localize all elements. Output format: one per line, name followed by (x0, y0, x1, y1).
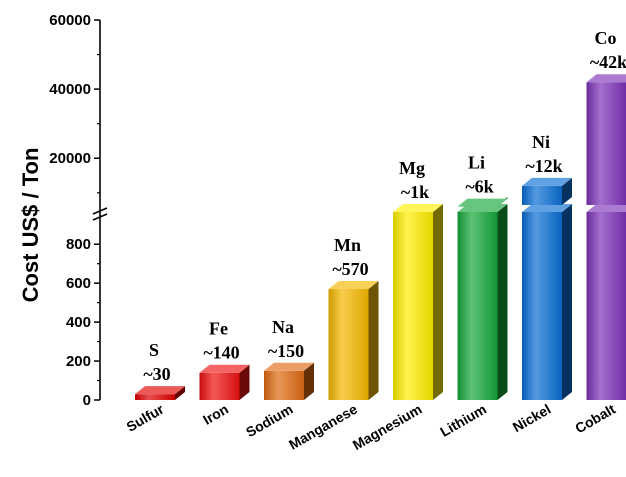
bar-front (393, 212, 433, 400)
bar-lithium-upper (457, 197, 508, 207)
y-axis: 0 200 400 600 800 20000 40000 60000 (49, 12, 626, 409)
y-axis-label: Cost US$ / Ton (18, 148, 43, 303)
bar-side (562, 177, 572, 205)
category-label: Sulfur (123, 400, 167, 434)
category-label: Manganese (286, 401, 360, 453)
bar-top (393, 204, 443, 212)
bar-front (457, 212, 498, 400)
bar-lithium (457, 204, 508, 400)
bar-front (522, 212, 562, 400)
element-symbol: Co (595, 28, 617, 48)
y-tick-label: 800 (66, 236, 91, 253)
bar-side (175, 386, 185, 400)
bar-labels: ~30 S ~140 Fe ~150 Na ~570 Mn ~1k Mg ~6k Li ~12k Ni ~4… (143, 28, 626, 384)
bar-front (586, 82, 626, 205)
price-label: ~6k (465, 177, 493, 197)
price-label: ~150 (268, 341, 304, 361)
bar-top (522, 204, 572, 212)
category-label: Sodium (243, 401, 295, 441)
element-symbol: Mg (399, 158, 425, 178)
bar-top (328, 281, 379, 289)
bars (135, 74, 626, 400)
bar-side (497, 204, 508, 400)
bar-front (264, 370, 304, 400)
bar-sodium (264, 362, 314, 400)
price-label: ~42k (590, 52, 626, 72)
element-symbol: S (149, 340, 159, 360)
bar-magnesium (393, 204, 443, 400)
y-tick-label: 200 (66, 353, 91, 370)
price-label: ~30 (143, 364, 170, 384)
price-label: ~12k (525, 156, 562, 176)
bar-side (304, 362, 314, 400)
bar-side (433, 204, 443, 400)
element-symbol: Mn (334, 235, 361, 255)
element-symbol: Na (272, 317, 294, 337)
bar-top (264, 362, 314, 371)
bar-front (199, 372, 240, 400)
bar-front (522, 185, 562, 205)
bar-side (562, 204, 572, 400)
element-symbol: Li (468, 153, 485, 173)
bar-cobalt (586, 204, 626, 400)
bar-nickel (522, 204, 572, 400)
element-symbol: Ni (532, 132, 550, 152)
bar-sulfur (135, 386, 185, 400)
bar-top (586, 204, 626, 212)
bar-top (586, 74, 626, 83)
price-label: ~1k (401, 182, 429, 202)
element-symbol: Fe (209, 319, 228, 339)
bar-front (586, 212, 626, 400)
bar-cobalt-upper (586, 74, 626, 205)
bar-side (239, 364, 250, 400)
bar-top (457, 198, 508, 207)
axis-break-mark (92, 207, 108, 221)
category-label: Iron (200, 401, 231, 428)
bar-front (328, 289, 369, 400)
price-label: ~140 (203, 343, 239, 363)
bar-manganese (328, 281, 379, 400)
bar-side (368, 281, 379, 400)
bar-front (135, 394, 175, 400)
category-label: Cobalt (572, 401, 618, 437)
y-tick-label: 40000 (49, 81, 91, 98)
price-label: ~570 (332, 259, 368, 279)
category-label: Magnesium (350, 401, 425, 453)
category-label: Lithium (437, 401, 489, 440)
y-tick-label: 60000 (49, 12, 91, 29)
bar-top (199, 364, 250, 373)
y-tick-label: 0 (83, 392, 91, 409)
y-tick-label: 20000 (49, 150, 91, 167)
bar-nickel-upper (522, 177, 572, 205)
category-label: Nickel (510, 401, 554, 435)
y-tick-label: 400 (66, 314, 91, 331)
y-tick-label: 600 (66, 275, 91, 292)
bar-iron (199, 364, 250, 400)
bar-top (135, 386, 185, 395)
bar-top (522, 177, 572, 186)
